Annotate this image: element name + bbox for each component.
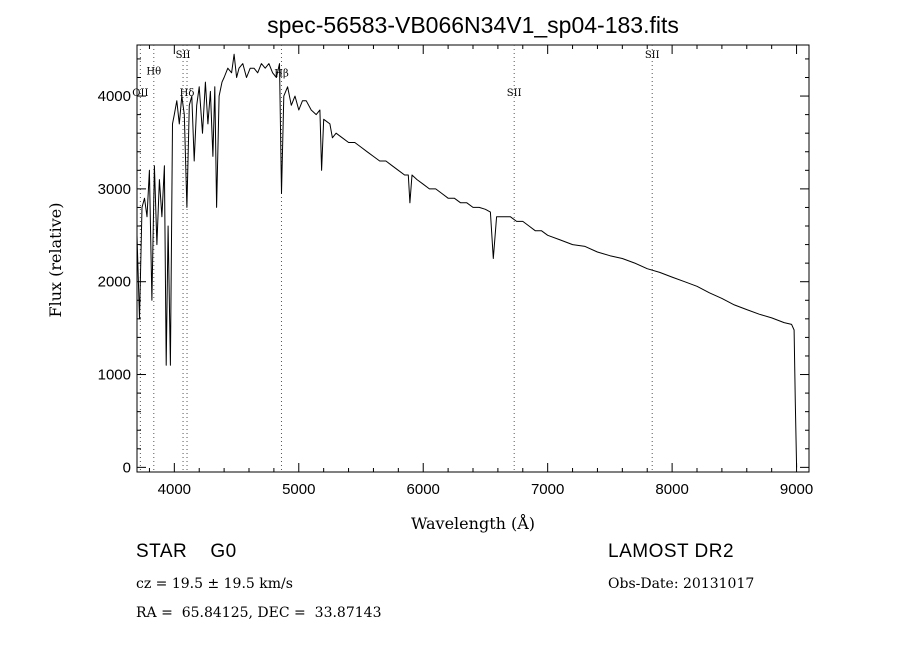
- redshift-value: cz = 19.5 ± 19.5 km/s: [136, 576, 293, 592]
- line-markers: OII Hθ SII Hδ Hβ SII SII: [132, 45, 660, 472]
- y-tick-label-0: 0: [123, 459, 131, 476]
- y-tick-label-3: 3000: [98, 181, 131, 198]
- line-marker-label-4: Hβ: [274, 69, 289, 80]
- object-class: STAR G0: [136, 541, 237, 562]
- spectrum-line: [136, 53, 798, 468]
- y-tick-label-1: 1000: [98, 367, 131, 384]
- y-axis-label: Flux (relative): [46, 203, 65, 318]
- x-tick-label-1: 5000: [282, 481, 315, 498]
- line-marker-label-2: SII: [176, 50, 191, 61]
- line-marker-label-0: OII: [132, 88, 148, 99]
- obs-date: Obs-Date: 20131017: [608, 576, 755, 592]
- x-tick-label-5: 9000: [780, 481, 813, 498]
- x-tick-label-2: 6000: [407, 481, 440, 498]
- line-marker-label-5: SII: [507, 88, 522, 99]
- plot-frame: [136, 44, 810, 473]
- x-tick-label-4: 8000: [655, 481, 688, 498]
- chart-title: spec-56583-VB066N34V1_sp04-183.fits: [267, 12, 679, 38]
- y-tick-label-2: 2000: [98, 274, 131, 291]
- x-tick-label-0: 4000: [158, 481, 191, 498]
- x-tick-label-3: 7000: [531, 481, 564, 498]
- y-tick-label-4: 4000: [98, 88, 131, 105]
- line-marker-label-1: Hθ: [146, 67, 161, 78]
- coordinates: RA = 65.84125, DEC = 33.87143: [136, 605, 382, 621]
- line-marker-label-3: Hδ: [180, 88, 195, 99]
- x-axis-label: Wavelength (Å): [411, 513, 535, 533]
- line-marker-label-6: SII: [645, 50, 660, 61]
- survey-name: LAMOST DR2: [608, 541, 735, 562]
- axis-ticks: 4000 5000 6000 7000 8000 9000 0 1000 2000 3000 400…: [98, 45, 813, 498]
